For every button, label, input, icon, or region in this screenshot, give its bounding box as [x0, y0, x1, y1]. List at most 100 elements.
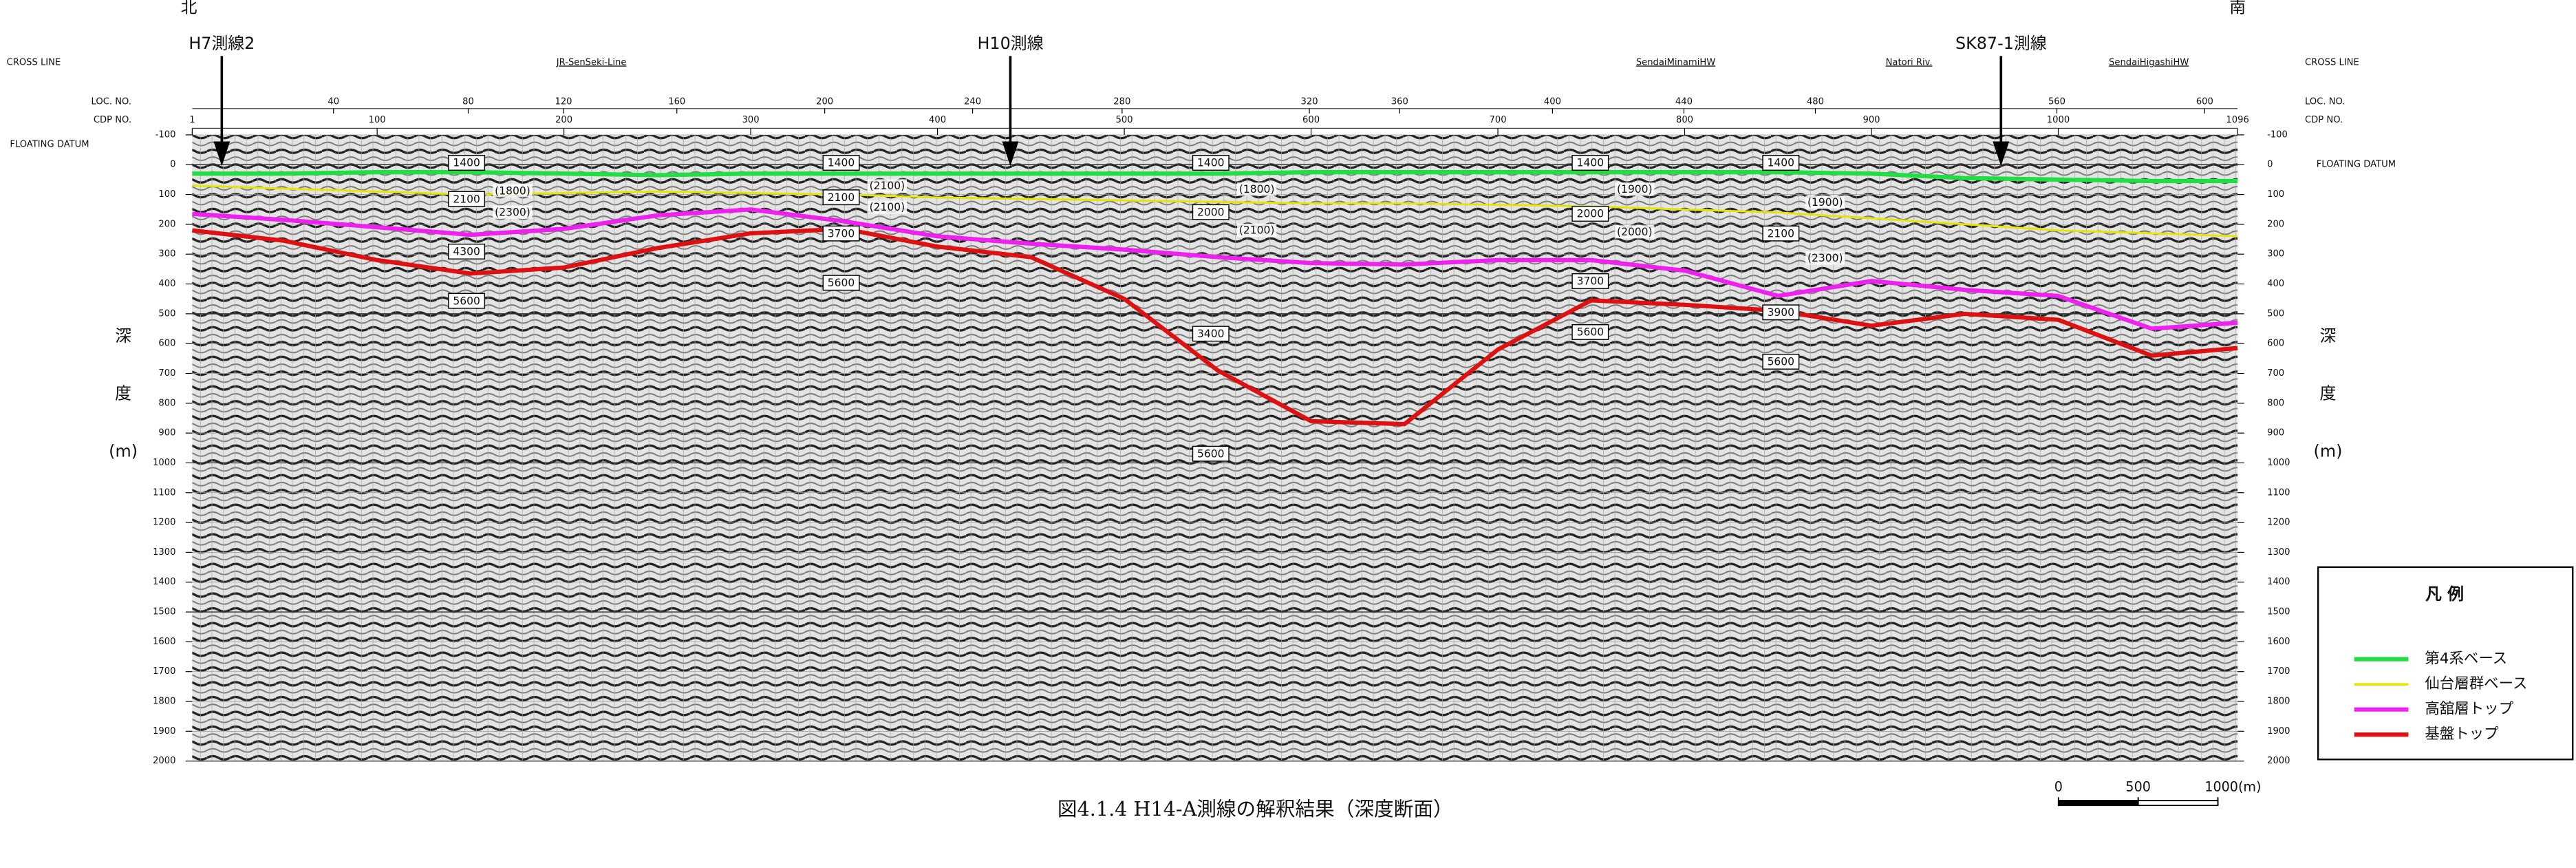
- y-tick-label: 500: [2267, 308, 2284, 319]
- y-tick-label: 400: [158, 279, 175, 289]
- annotation-box: [1571, 273, 1609, 289]
- caption: 図4.1.4 H14-A測線の解釈結果（深度断面）: [1058, 797, 1453, 821]
- y-tick-label: 1600: [153, 637, 175, 647]
- x-tick-label: 700: [1490, 115, 1507, 125]
- scale-label: 0: [2054, 779, 2063, 794]
- y-tick-label: -100: [2267, 129, 2288, 140]
- x-tick-label: 300: [742, 115, 760, 125]
- annotation-box: [1762, 225, 1800, 242]
- cross-line-label: CROSS LINE: [2305, 57, 2359, 67]
- x-tick-label: 1: [189, 115, 195, 125]
- annotation: 2000: [1577, 208, 1604, 220]
- annotation: 1400: [1577, 157, 1604, 169]
- loc-tick-label: 600: [2196, 97, 2213, 107]
- y-tick-label: 2000: [2267, 756, 2290, 766]
- annotation: 1400: [1768, 157, 1795, 169]
- annotation-box: [1762, 304, 1800, 321]
- annotation-bg: [493, 184, 533, 198]
- annotation-bg: [867, 200, 908, 214]
- annotation: (1900): [1807, 196, 1843, 209]
- loc-tick-label: 120: [555, 97, 572, 107]
- loc-tick-label: 560: [2048, 97, 2065, 107]
- x-tick-label: 100: [369, 115, 386, 125]
- y-tick-label: 100: [158, 189, 175, 200]
- annotation-bg: [1615, 225, 1655, 239]
- loc-tick-label: 400: [1544, 97, 1561, 107]
- annotation-box: [1571, 155, 1609, 171]
- annotation: 5600: [1577, 326, 1604, 339]
- datum-label: FLOATING DATUM: [2317, 159, 2396, 169]
- cdp-label: CDP NO.: [94, 115, 131, 125]
- annotation: 1400: [1197, 157, 1225, 169]
- y-tick-label: 1400: [153, 577, 175, 587]
- annotation-box: [1192, 155, 1230, 171]
- y-tick-label: 1500: [2267, 607, 2290, 617]
- annotation: 5600: [1197, 447, 1225, 460]
- annotation: (2100): [1239, 224, 1275, 237]
- annotation: 5600: [828, 277, 855, 289]
- legend-box: [2317, 566, 2574, 761]
- annotation-box: [1192, 204, 1230, 220]
- horizon-line: [192, 207, 2238, 331]
- x-tick-label: 1096: [2226, 115, 2248, 125]
- annotation: 2100: [1768, 227, 1795, 240]
- y-tick-label: 600: [158, 339, 175, 349]
- y-tick-label: 700: [158, 368, 175, 379]
- annotation-box: [448, 191, 486, 207]
- annotation: (2100): [870, 180, 905, 192]
- y-tick-label: 0: [2267, 160, 2273, 170]
- y-axis-label: 度: [2320, 384, 2337, 403]
- y-tick-label: 1800: [2267, 697, 2290, 707]
- y-tick-label: 200: [2267, 219, 2284, 229]
- annotation-box: [1192, 326, 1230, 342]
- legend-label: 基盤トップ: [2425, 726, 2499, 743]
- annotation: 2000: [1197, 206, 1225, 218]
- annotation-box: [448, 293, 486, 309]
- y-tick-label: 900: [158, 428, 175, 438]
- y-tick-label: 2000: [153, 756, 175, 766]
- annotation: 3700: [1577, 275, 1604, 288]
- loc-tick-label: 160: [668, 97, 685, 107]
- annotation-bg: [1615, 182, 1655, 196]
- north-label: 北: [181, 0, 197, 17]
- y-tick-label: 1700: [2267, 666, 2290, 677]
- annotation-box: [1571, 206, 1609, 222]
- datum-label: FLOATING DATUM: [10, 140, 89, 150]
- y-tick-label: 1800: [153, 697, 175, 707]
- y-axis-label: 度: [115, 384, 131, 403]
- annotation: 3700: [828, 227, 855, 240]
- loc-tick-label: 240: [964, 97, 981, 107]
- annotation-box: [1762, 155, 1800, 171]
- scale-bar-fill: [2058, 800, 2138, 806]
- cross-line-label: CROSS LINE: [7, 57, 61, 67]
- y-tick-label: 1100: [153, 487, 175, 498]
- annotation-box: [822, 155, 860, 171]
- y-tick-label: 800: [158, 398, 175, 408]
- loc-label: LOC. NO.: [92, 97, 131, 107]
- crossing-label: JR-SenSeki-Line: [556, 57, 627, 67]
- x-tick-label: 200: [555, 115, 572, 125]
- horizon-line: [192, 170, 2238, 184]
- y-tick-label: 1000: [2267, 458, 2290, 468]
- annotation-box: [822, 275, 860, 291]
- arrow-head: [213, 141, 230, 167]
- annotation: 2100: [828, 191, 855, 204]
- x-tick-label: 600: [1302, 115, 1320, 125]
- loc-label: LOC. NO.: [2305, 97, 2345, 107]
- x-tick-label: 500: [1116, 115, 1133, 125]
- y-tick-label: 300: [2267, 249, 2284, 260]
- loc-tick-label: 200: [816, 97, 833, 107]
- annotation: 3400: [1197, 328, 1225, 340]
- y-tick-label: 1600: [2267, 637, 2290, 647]
- x-tick-label: 1000: [2047, 115, 2070, 125]
- annotation: 2100: [453, 193, 480, 205]
- y-tick-label: 1400: [2267, 577, 2290, 587]
- annotation-bg: [1805, 251, 1845, 265]
- crossing-label: SendaiHigashiHW: [2109, 57, 2189, 67]
- annotation-bg: [1236, 182, 1277, 196]
- annotation-box: [1192, 445, 1230, 462]
- loc-tick-label: 280: [1113, 97, 1130, 107]
- annotation: (2100): [870, 201, 905, 213]
- annotation: (1900): [1617, 183, 1653, 195]
